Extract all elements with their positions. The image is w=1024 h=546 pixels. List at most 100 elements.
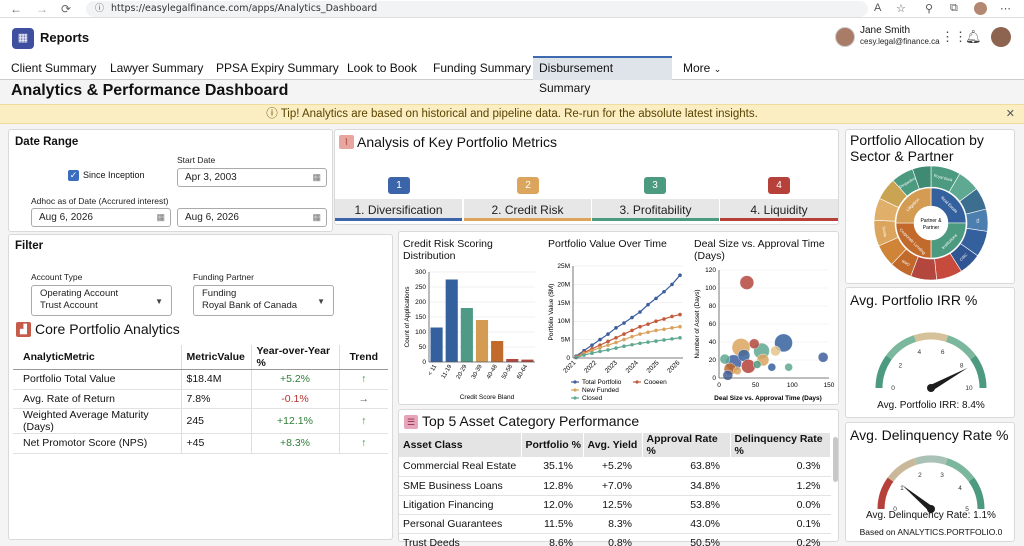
scatter-point <box>719 353 731 365</box>
scrollbar[interactable] <box>833 437 838 482</box>
tab-client-summary[interactable]: Client Summary <box>11 61 97 75</box>
calendar-icon[interactable]: ▦ <box>312 212 321 222</box>
extensions-icon[interactable]: ⚲ <box>925 3 934 15</box>
sunburst-center-label: Partner <box>923 225 940 231</box>
data-point <box>670 282 674 287</box>
scatter-point <box>722 370 733 381</box>
table-cell: 0.1% <box>730 514 831 534</box>
data-point <box>678 273 682 277</box>
asset-table-body: Commercial Real Estate 35.1% +5.2% 63.8% 0.3… <box>399 457 831 546</box>
data-point <box>638 310 642 314</box>
back-icon[interactable]: ← <box>10 2 22 16</box>
data-point <box>622 344 626 349</box>
notification-bell-icon[interactable]: 🔔︎ <box>965 29 982 44</box>
profile-avatar[interactable] <box>991 27 1011 47</box>
tab-ppsa-expiry-summary[interactable]: PPSA Expiry Summary <box>216 61 339 75</box>
calendar-icon[interactable]: ▦ <box>156 212 165 222</box>
table-cell: Trust Deeds <box>399 533 521 546</box>
table-cell: 50.5% <box>642 533 730 546</box>
tab-more[interactable]: More ⌄ <box>677 58 727 80</box>
gauge-tick-label: 6 <box>941 349 945 356</box>
data-point <box>638 324 642 329</box>
browser-menu-icon[interactable]: ⋯ <box>1000 3 1011 15</box>
metric-name: Portfolio Total Value <box>13 369 181 390</box>
account-type-select[interactable]: Operating Account Trust Account ▼ <box>31 285 172 316</box>
favorite-icon[interactable]: ☆ <box>896 3 906 15</box>
gauge-tick-label: 0 <box>891 385 895 392</box>
data-point <box>662 317 666 321</box>
step-profitability-button[interactable]: 3. Profitability <box>592 199 719 221</box>
end-date-input[interactable]: Aug 6, 2026 ▦ <box>177 208 327 227</box>
apps-grid-icon[interactable]: ⋮⋮ <box>941 29 967 44</box>
data-point <box>622 332 626 336</box>
data-point <box>662 289 666 294</box>
tab-disbursement-summary[interactable]: Disbursement Summary <box>533 56 672 95</box>
table-cell: +5.2% <box>583 457 642 477</box>
metric-name: Net Promotor Score (NPS) <box>13 433 181 454</box>
date-range-panel: Date Range ✓ Since Inception Start Date … <box>8 129 333 232</box>
legend-marker <box>573 396 577 400</box>
x-tick-label: 50 <box>752 382 760 389</box>
trend-flat-icon: → <box>338 389 388 409</box>
address-bar[interactable]: ⓘ https://easylegalfinance.com/apps/Anal… <box>86 1 868 17</box>
table-cell: 0.8% <box>583 533 642 546</box>
key-metrics-title: Analysis of Key Portfolio Metrics <box>357 134 557 150</box>
table-row: Net Promotor Score (NPS) +45 +8.3% ↑ <box>13 433 388 454</box>
reload-icon[interactable]: ⟳ <box>61 2 72 16</box>
calendar-icon[interactable]: ▦ <box>312 172 321 182</box>
collections-icon[interactable]: ⧉ <box>950 2 958 14</box>
chevron-down-icon: ⌄ <box>713 64 722 74</box>
x-tick-label: 150 <box>824 382 835 389</box>
sunburst-outer-label: Royal Bank <box>933 174 953 183</box>
report-tabs: Client Summary Lawyer Summary PPSA Expir… <box>0 56 1024 95</box>
data-point <box>678 324 682 329</box>
read-aloud-icon[interactable]: A <box>874 2 882 14</box>
y-axis-label: Portfolio Value ($M) <box>548 284 555 341</box>
gauge-tick-label: 4 <box>917 349 921 356</box>
tab-look-to-book[interactable]: Look to Book <box>347 61 418 75</box>
metric-yoy: +8.3% <box>250 433 339 454</box>
data-point <box>630 315 634 320</box>
start-date-input[interactable]: Apr 3, 2003 ▦ <box>177 168 327 187</box>
sunburst-outer-label: TD <box>975 218 979 224</box>
funding-partner-select[interactable]: Funding Royal Bank of Canada ▼ <box>193 285 334 316</box>
gauge-band <box>914 455 948 465</box>
step-liquidity-button[interactable]: 4. Liquidity <box>720 199 838 221</box>
forward-icon[interactable]: → <box>36 2 48 16</box>
bar <box>506 359 519 362</box>
data-point <box>598 349 602 354</box>
col-header: Asset Class <box>399 433 522 457</box>
gauge-band <box>913 332 949 342</box>
core-analytics-title: Core Portfolio Analytics <box>35 321 180 337</box>
user-email: cesy.legal@finance.ca <box>860 37 940 46</box>
sunburst-center-label: Partner & <box>920 218 942 224</box>
data-point <box>662 338 666 342</box>
user-avatar[interactable] <box>835 27 855 47</box>
adhoc-date-input[interactable]: Aug 6, 2026 ▦ <box>31 208 171 227</box>
data-point <box>670 337 674 341</box>
data-point <box>622 321 626 325</box>
gauge-tick-label: 0 <box>893 506 897 513</box>
funding-partner-label: Funding Partner <box>193 272 254 282</box>
step-credit-risk-button[interactable]: 2. Credit Risk <box>464 199 591 221</box>
scatter-point <box>817 352 829 363</box>
metric-value: +45 <box>180 433 251 454</box>
scatter-point <box>767 362 777 372</box>
charts-panel: Credit Risk Scoring Distribution Portfol… <box>398 231 839 405</box>
asset-performance-table: Asset Class Portfolio % Avg. Yield Appro… <box>399 433 831 546</box>
gauge-band <box>970 355 987 389</box>
tab-funding-summary[interactable]: Funding Summary <box>433 61 532 75</box>
y-tick-label: 10M <box>557 318 570 325</box>
browser-profile-avatar[interactable] <box>974 2 987 15</box>
tab-lawyer-summary[interactable]: Lawyer Summary <box>110 61 204 75</box>
allocation-title: Portfolio Allocation by Sector & Partner <box>850 132 984 164</box>
data-point <box>630 328 634 333</box>
col-header: Trend <box>338 345 388 370</box>
site-info-icon[interactable]: ⓘ <box>95 4 105 14</box>
y-tick-label: 40 <box>709 339 717 346</box>
gauge-needle <box>901 484 933 512</box>
since-inception-checkbox[interactable]: ✓ <box>68 170 79 181</box>
step-diversification-button[interactable]: 1. Diversification <box>335 199 462 221</box>
close-icon[interactable]: ✕ <box>1005 108 1015 120</box>
irr-panel: Avg. Portfolio IRR % 0 2 4 6 8 10 Avg. Portfo… <box>845 287 1015 418</box>
